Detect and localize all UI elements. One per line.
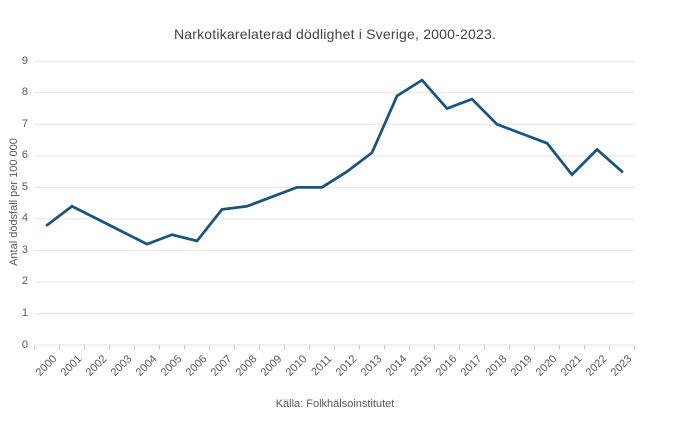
chart-title: Narkotikarelaterad dödlighet i Sverige, … — [173, 26, 497, 42]
y-tick-label: 2 — [21, 275, 28, 288]
y-tick-label: 1 — [21, 306, 28, 319]
y-tick-label: 5 — [21, 180, 28, 193]
y-tick-label: 9 — [21, 54, 28, 67]
y-tick-label: 0 — [21, 338, 28, 351]
y-tick-label: 6 — [21, 149, 28, 162]
source-caption: Källa: Folkhälsoinstitutet — [275, 398, 395, 410]
y-tick-label: 8 — [21, 86, 28, 99]
y-tick-label: 7 — [21, 117, 28, 130]
x-axis-tickmarks — [34, 345, 635, 350]
gridlines — [34, 60, 635, 346]
series-line — [45, 78, 624, 246]
y-tick-label: 3 — [21, 243, 28, 256]
y-tick-label: 4 — [21, 212, 28, 225]
